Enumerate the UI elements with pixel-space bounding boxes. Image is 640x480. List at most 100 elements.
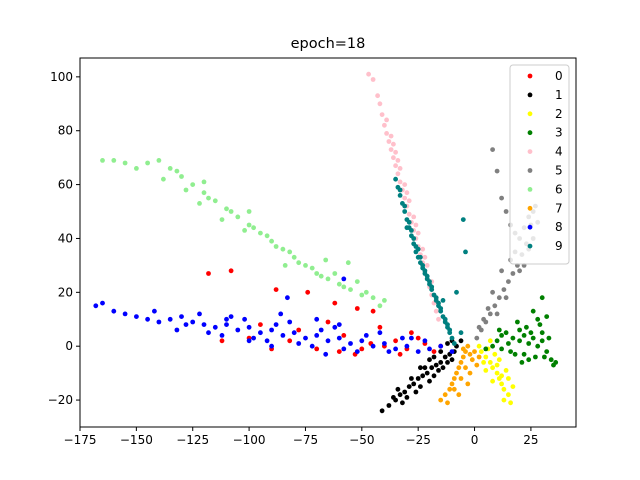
point-3-20: [533, 354, 538, 360]
point-5-25: [499, 268, 504, 274]
point-1-10: [429, 365, 435, 371]
point-9-44: [458, 330, 464, 336]
point-1-26: [445, 360, 450, 365]
point-6-41: [287, 249, 293, 255]
point-5-1: [494, 168, 500, 174]
point-8-9: [190, 319, 196, 325]
point-3-8: [526, 341, 532, 346]
point-5-29: [476, 324, 482, 330]
point-3-33: [539, 295, 545, 301]
x-tick-label: −25: [406, 433, 431, 447]
point-3-25: [524, 324, 529, 330]
point-7-7: [458, 360, 464, 365]
point-4-28: [433, 308, 439, 314]
point-0-20: [409, 330, 414, 336]
point-3-0: [483, 346, 489, 352]
point-8-43: [377, 330, 383, 336]
point-8-14: [246, 324, 252, 330]
legend-marker-5: [527, 168, 533, 173]
legend-label-7: 7: [555, 201, 563, 215]
point-4-42: [395, 158, 401, 163]
point-4-38: [420, 246, 426, 252]
point-1-37: [458, 338, 464, 344]
point-7-2: [447, 386, 453, 392]
point-1-11: [433, 362, 439, 368]
point-6-17: [291, 254, 297, 260]
point-6-4: [145, 160, 151, 166]
point-3-22: [546, 335, 552, 341]
point-8-13: [235, 327, 241, 333]
point-4-35: [406, 198, 412, 204]
point-6-18: [303, 263, 308, 268]
point-8-26: [382, 341, 387, 346]
point-6-10: [212, 198, 218, 204]
point-3-34: [519, 360, 525, 365]
point-9-47: [440, 298, 446, 303]
point-4-44: [413, 222, 419, 228]
legend-marker-8: [527, 224, 533, 230]
point-4-2: [375, 93, 380, 99]
point-5-30: [517, 268, 522, 274]
point-8-57: [278, 311, 284, 317]
point-7-18: [474, 362, 480, 368]
point-8-17: [280, 333, 286, 338]
point-5-19: [487, 311, 493, 317]
point-5-28: [481, 316, 486, 322]
point-8-38: [264, 338, 270, 344]
point-7-12: [458, 376, 464, 381]
point-8-22: [336, 335, 342, 341]
point-6-35: [363, 289, 369, 295]
point-9-4: [402, 209, 408, 214]
point-1-21: [422, 365, 428, 371]
point-4-14: [402, 195, 408, 201]
point-6-32: [296, 260, 302, 266]
legend: 0 1 2 3 4 5 6 7 8 9: [509, 64, 570, 265]
point-8-23: [348, 341, 353, 346]
point-8-33: [152, 308, 157, 314]
x-tick-label: −50: [349, 433, 374, 447]
legend-label-1: 1: [555, 88, 563, 102]
point-5-3: [503, 209, 509, 214]
point-6-6: [167, 166, 173, 171]
point-2-16: [494, 362, 500, 368]
point-9-39: [409, 228, 414, 233]
point-7-19: [465, 381, 471, 387]
point-4-0: [366, 71, 371, 77]
point-9-37: [442, 316, 448, 322]
x-tick-label: −75: [293, 433, 318, 447]
legend-marker-6: [527, 187, 533, 192]
point-4-41: [391, 141, 396, 147]
point-6-39: [242, 228, 248, 233]
point-7-20: [456, 392, 462, 398]
point-8-28: [404, 343, 410, 349]
x-tick-label: −150: [120, 433, 153, 447]
point-9-2: [397, 193, 403, 198]
point-7-16: [469, 357, 475, 363]
point-4-12: [397, 179, 403, 185]
point-2-1: [483, 354, 489, 360]
plot-frame: [79, 57, 577, 428]
legend-marker-3: [527, 130, 533, 136]
point-2-4: [494, 370, 500, 376]
point-6-33: [318, 273, 324, 279]
point-8-34: [174, 327, 180, 333]
point-6-31: [273, 244, 279, 249]
point-6-5: [156, 158, 162, 163]
point-8-65: [323, 351, 329, 357]
point-6-34: [341, 284, 347, 290]
point-1-19: [409, 376, 414, 381]
point-8-44: [400, 335, 405, 341]
x-axis: −175 −150 −125 −100 −75 −50 −25 0 25: [64, 427, 539, 447]
point-9-38: [447, 327, 453, 333]
point-2-7: [501, 386, 507, 392]
y-tick-label: 0: [65, 339, 73, 353]
point-7-13: [445, 400, 450, 406]
point-2-3: [490, 365, 495, 371]
point-0-22: [325, 319, 331, 325]
point-9-46: [463, 249, 468, 255]
point-1-24: [436, 368, 441, 373]
point-4-33: [397, 166, 403, 171]
point-4-36: [411, 214, 417, 220]
point-0-17: [296, 327, 302, 333]
